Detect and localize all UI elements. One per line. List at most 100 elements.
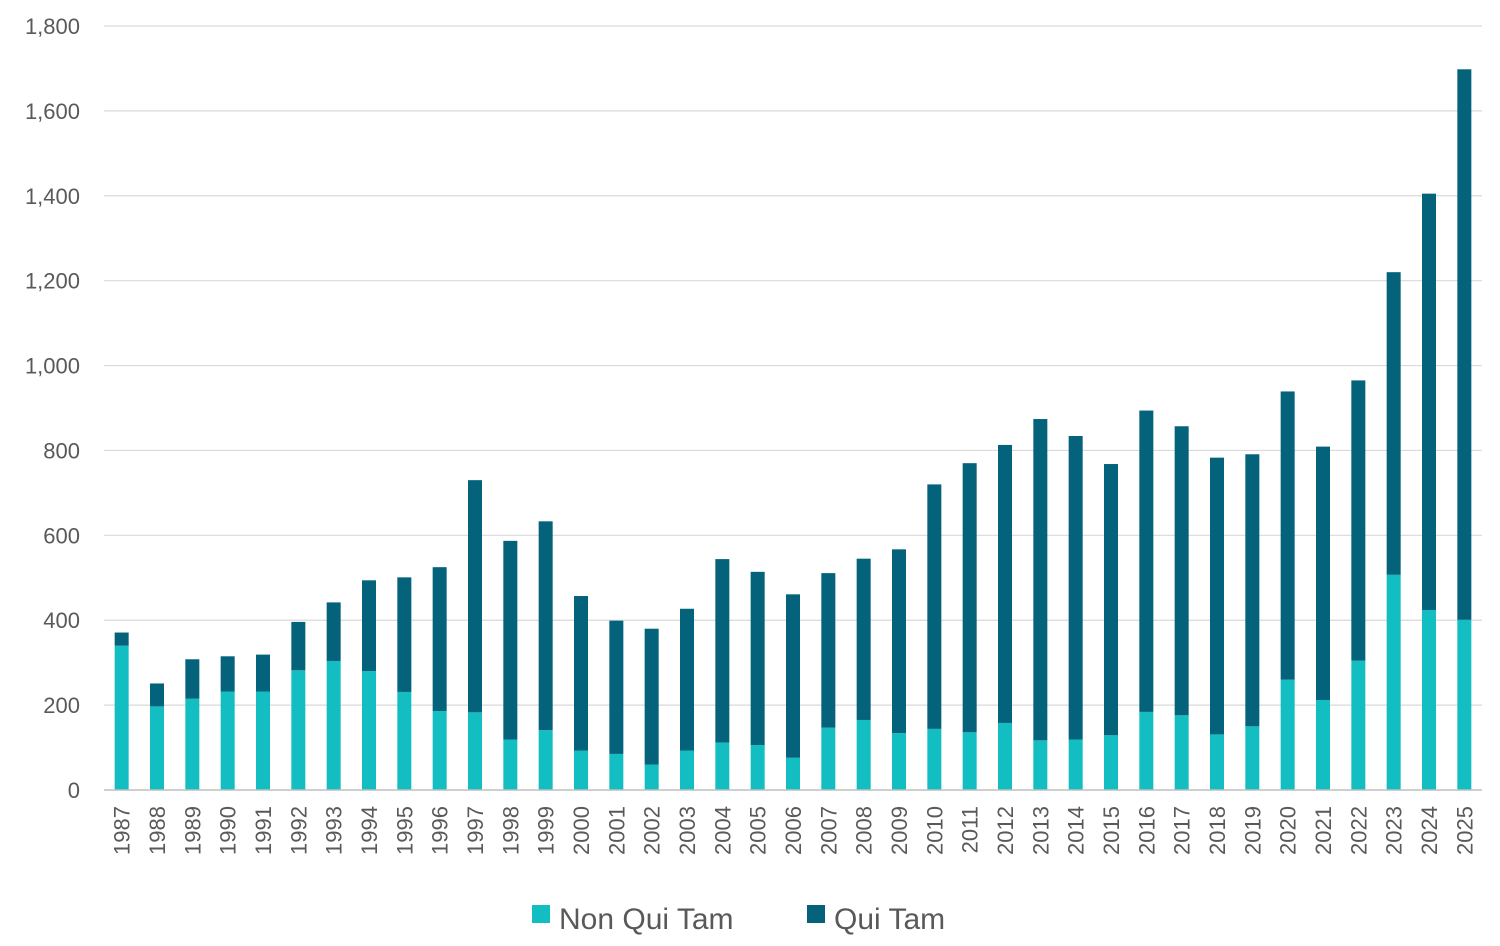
x-tick-label-2021: 2021 (1311, 806, 1336, 855)
bar-qui-tam-1999 (538, 521, 553, 731)
bar-qui-tam-2012 (998, 444, 1012, 723)
x-axis-tick-labels: 1987 1988 1989 1990 1991 1992 1993 1994 1995 1996… (110, 806, 1478, 855)
y-tick-label: 1,600 (25, 99, 80, 124)
x-tick-label-1999: 1999 (534, 806, 559, 855)
x-tick-label-2011: 2011 (958, 806, 983, 853)
x-tick-label-2005: 2005 (746, 806, 771, 855)
x-tick-label-2008: 2008 (852, 806, 877, 855)
legend-swatch-non-qui-tam (532, 905, 550, 923)
bar-non-qui-tam-1995 (397, 691, 412, 790)
bar-qui-tam-2025 (1457, 69, 1472, 620)
x-tick-label-2025: 2025 (1452, 806, 1477, 855)
x-tick-label-1988: 1988 (145, 806, 170, 855)
x-tick-label-1998: 1998 (498, 806, 523, 855)
x-tick-label-1994: 1994 (357, 806, 382, 855)
legend: Non Qui Tam Qui Tam (532, 903, 945, 936)
x-tick-label-2004: 2004 (710, 806, 735, 855)
bar-qui-tam-2006 (786, 594, 800, 758)
bar-qui-tam-2024 (1422, 193, 1436, 611)
bar-non-qui-tam-2015 (1104, 735, 1118, 790)
bar-non-qui-tam-1999 (538, 730, 553, 790)
y-tick-label: 800 (43, 438, 80, 463)
bars (114, 69, 1472, 790)
bar-non-qui-tam-1992 (291, 670, 306, 790)
bar-qui-tam-2023 (1386, 272, 1401, 575)
legend-label-qui-tam: Qui Tam (834, 903, 945, 936)
bar-qui-tam-1993 (326, 602, 341, 661)
bar-non-qui-tam-2016 (1139, 711, 1154, 790)
bar-qui-tam-1988 (150, 683, 164, 707)
x-tick-label-1996: 1996 (428, 806, 453, 855)
x-tick-label-2009: 2009 (887, 806, 912, 855)
x-tick-label-2010: 2010 (922, 806, 947, 855)
bar-non-qui-tam-1998 (503, 739, 518, 790)
bar-non-qui-tam-2023 (1386, 574, 1401, 790)
x-tick-label-2015: 2015 (1099, 806, 1124, 855)
bar-non-qui-tam-1997 (468, 712, 482, 790)
bar-qui-tam-1998 (503, 540, 518, 740)
bar-qui-tam-1995 (397, 577, 412, 692)
bar-qui-tam-2017 (1174, 426, 1189, 716)
bar-non-qui-tam-2018 (1210, 734, 1224, 790)
bar-non-qui-tam-2020 (1280, 679, 1295, 790)
x-tick-label-2000: 2000 (569, 806, 594, 855)
bar-qui-tam-2020 (1280, 391, 1295, 680)
y-tick-label: 600 (43, 523, 80, 548)
bar-qui-tam-1991 (256, 654, 270, 692)
x-tick-label-2001: 2001 (604, 806, 629, 855)
x-tick-label-2002: 2002 (640, 806, 665, 855)
bar-qui-tam-1989 (185, 659, 200, 699)
bar-non-qui-tam-1989 (185, 698, 200, 790)
x-tick-label-2006: 2006 (781, 806, 806, 855)
bar-qui-tam-2021 (1316, 446, 1330, 701)
bar-qui-tam-1990 (220, 656, 235, 692)
bar-qui-tam-2015 (1104, 464, 1118, 736)
x-tick-label-1995: 1995 (392, 806, 417, 855)
y-tick-label: 200 (43, 693, 80, 718)
bar-non-qui-tam-2009 (892, 733, 906, 790)
bar-non-qui-tam-2003 (680, 750, 694, 790)
x-tick-label-1990: 1990 (216, 806, 241, 855)
bar-qui-tam-2013 (1033, 419, 1048, 741)
legend-label-non-qui-tam: Non Qui Tam (559, 903, 734, 936)
bar-qui-tam-2002 (644, 628, 659, 765)
bar-non-qui-tam-2002 (644, 764, 659, 790)
x-tick-label-2024: 2024 (1417, 806, 1442, 855)
bar-qui-tam-1987 (114, 632, 129, 646)
bar-qui-tam-1992 (291, 621, 306, 671)
x-tick-label-2022: 2022 (1346, 806, 1371, 855)
bar-qui-tam-2009 (892, 549, 906, 734)
bar-qui-tam-1996 (432, 567, 447, 712)
bar-qui-tam-2007 (821, 573, 836, 728)
bar-qui-tam-1997 (468, 480, 482, 713)
x-tick-label-2023: 2023 (1382, 806, 1407, 855)
legend-swatch-qui-tam (807, 905, 825, 923)
bar-qui-tam-2011 (962, 463, 977, 733)
bar-non-qui-tam-2012 (998, 722, 1012, 790)
bar-non-qui-tam-1994 (362, 671, 376, 790)
bar-non-qui-tam-2017 (1174, 715, 1189, 790)
x-tick-label-1997: 1997 (463, 806, 488, 855)
bar-non-qui-tam-1987 (114, 645, 129, 790)
bar-non-qui-tam-2007 (821, 727, 836, 790)
bar-qui-tam-2001 (609, 620, 624, 754)
bar-qui-tam-2010 (927, 484, 942, 729)
bar-qui-tam-2005 (750, 571, 765, 746)
bar-non-qui-tam-2001 (609, 753, 624, 790)
x-tick-label-2007: 2007 (816, 806, 841, 855)
bar-non-qui-tam-2014 (1068, 739, 1083, 790)
y-tick-label: 1,800 (25, 14, 80, 39)
bar-non-qui-tam-2013 (1033, 740, 1048, 790)
bar-non-qui-tam-2000 (574, 750, 588, 790)
x-tick-label-2019: 2019 (1240, 806, 1265, 855)
bar-qui-tam-2000 (574, 596, 588, 751)
x-tick-label-2012: 2012 (993, 806, 1018, 855)
bar-qui-tam-2014 (1068, 436, 1083, 740)
x-tick-label-2003: 2003 (675, 806, 700, 855)
bar-non-qui-tam-2006 (786, 757, 800, 790)
bar-qui-tam-2016 (1139, 410, 1154, 712)
x-tick-label-2013: 2013 (1028, 806, 1053, 855)
bar-qui-tam-1994 (362, 580, 376, 672)
y-tick-label: 0 (68, 778, 80, 803)
bar-non-qui-tam-2004 (715, 742, 730, 790)
